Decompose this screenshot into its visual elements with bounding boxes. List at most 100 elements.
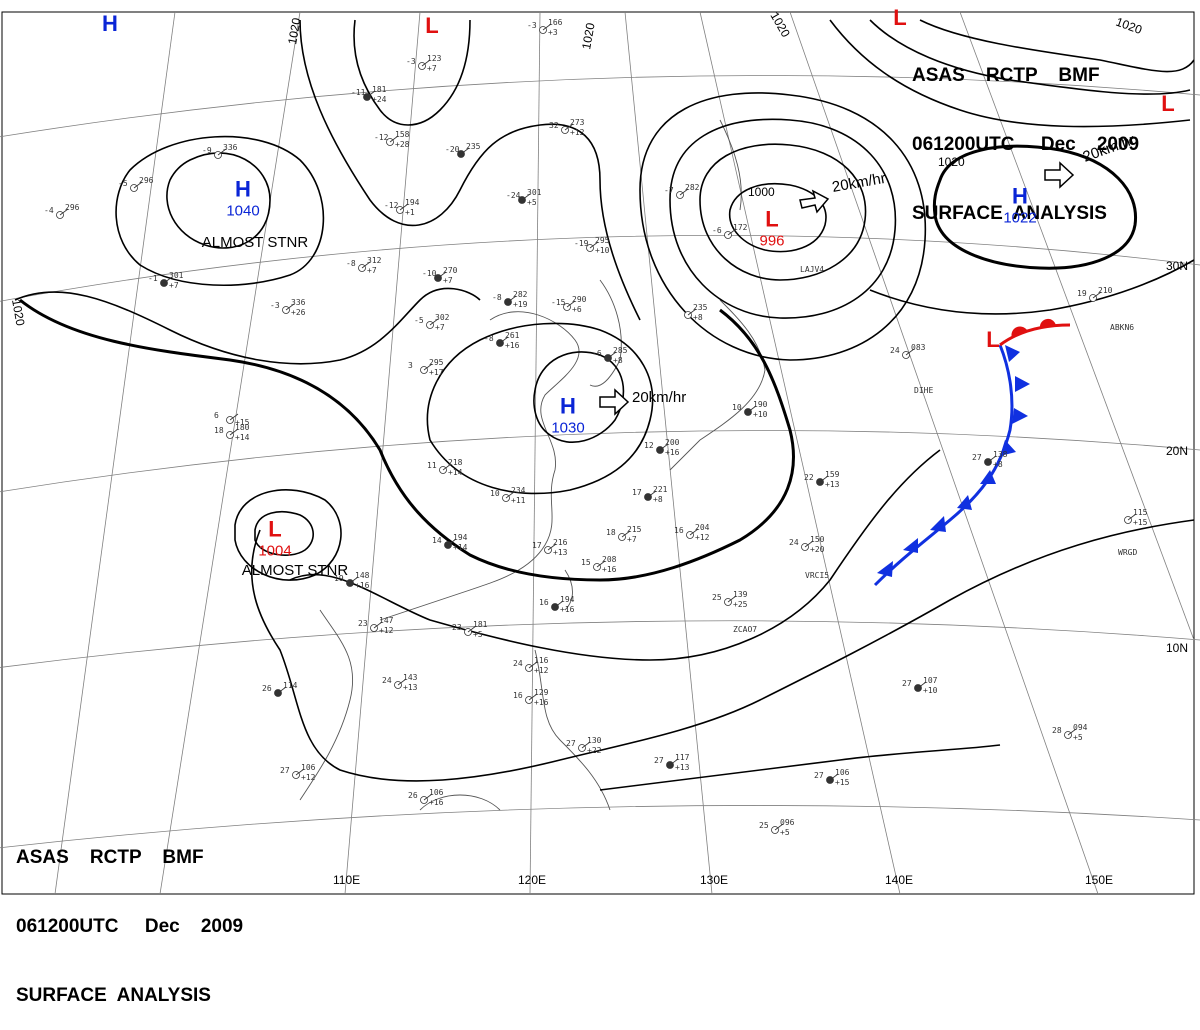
station-plot: 24 143+13 bbox=[382, 673, 418, 692]
warm-front-bump bbox=[1039, 318, 1056, 328]
station-tendency: +25 bbox=[733, 600, 748, 609]
station-plot: 15 208+16 bbox=[581, 555, 617, 574]
station-temperature: 27 bbox=[654, 756, 664, 765]
pressure-value: 1030 bbox=[551, 419, 585, 437]
station-tendency: +26 bbox=[291, 308, 306, 317]
station-temperature: 16 bbox=[674, 526, 684, 535]
station-plot: -15 290+6 bbox=[551, 295, 587, 314]
station-temperature: 23 bbox=[452, 623, 462, 632]
station-temperature: 28 bbox=[1052, 726, 1062, 735]
low-pressure-center: L bbox=[425, 13, 438, 39]
wind-barb bbox=[528, 693, 538, 701]
station-plot: 12 200+16 bbox=[644, 438, 680, 457]
station-tendency: +16 bbox=[534, 698, 549, 707]
station-tendency: +15 bbox=[1133, 518, 1148, 527]
wind-barb bbox=[804, 540, 814, 548]
isobars bbox=[14, 19, 1195, 791]
motion-label: 20km/hr bbox=[632, 389, 686, 406]
wind-barb bbox=[373, 621, 383, 629]
low-symbol: L bbox=[986, 327, 1000, 352]
station-pressure: 147 bbox=[379, 616, 394, 625]
station-pressure: 208 bbox=[602, 555, 617, 564]
front-barb bbox=[1005, 345, 1020, 362]
station-plot: 23 181+5 bbox=[452, 620, 488, 639]
station-plot: 17 216+13 bbox=[532, 538, 568, 557]
longitude-lines bbox=[54, 11, 1195, 895]
longitude-label: 130E bbox=[700, 873, 728, 887]
station-tendency: +7 bbox=[435, 323, 445, 332]
station-plot: 24 083 bbox=[890, 343, 926, 359]
isobar-1016-south bbox=[289, 449, 941, 661]
cold-front bbox=[873, 318, 1071, 587]
front-barb bbox=[877, 561, 893, 577]
station-pressure: 181 bbox=[372, 85, 387, 94]
meridian-100e bbox=[159, 11, 301, 895]
wind-barb bbox=[727, 228, 737, 236]
station-plot: -5 296 bbox=[118, 176, 154, 192]
station-pressure: 130 bbox=[587, 736, 602, 745]
isobar-label: 1020 bbox=[767, 10, 793, 40]
station-id: WRGD bbox=[1118, 548, 1137, 557]
station-pressure: 106 bbox=[301, 763, 316, 772]
station-temperature: 6 bbox=[214, 411, 219, 420]
surface-analysis-map: 1020 1020 1020 1020 1000 1020 1020 20km/… bbox=[0, 10, 1200, 895]
wind-barb bbox=[987, 455, 997, 463]
station-pressure: 295 bbox=[595, 236, 610, 245]
station-pressure: 194 bbox=[405, 198, 420, 207]
station-tendency: +12 bbox=[534, 666, 549, 675]
latitude-label: 30N bbox=[1166, 259, 1188, 273]
station-plot: -3 123+7 bbox=[406, 54, 442, 73]
station-temperature: 19 bbox=[334, 574, 344, 583]
low-symbol: L bbox=[425, 13, 439, 38]
isobar-1004-low bbox=[699, 143, 867, 281]
station-tendency: +17 bbox=[429, 368, 444, 377]
station-temperature: -24 bbox=[506, 191, 521, 200]
longitude-label: 150E bbox=[1085, 873, 1113, 887]
meridian-120e bbox=[529, 11, 541, 895]
coastline-taiwan bbox=[564, 569, 573, 611]
isobar-1036-ring bbox=[115, 135, 325, 287]
wind-barb bbox=[505, 491, 515, 499]
front-barb bbox=[980, 470, 996, 484]
latitude-line-0 bbox=[0, 805, 1200, 849]
station-temperature: 26 bbox=[262, 684, 272, 693]
station-tendency: +15 bbox=[835, 778, 850, 787]
station-temperature: 27 bbox=[972, 453, 982, 462]
latitude-line-10n bbox=[0, 620, 1200, 668]
wind-barb bbox=[423, 363, 433, 371]
wind-barb bbox=[689, 528, 699, 536]
station-temperature: 24 bbox=[789, 538, 799, 547]
meridian-130e bbox=[624, 11, 713, 895]
station-pressure: 273 bbox=[570, 118, 585, 127]
coastline-borneo bbox=[419, 794, 501, 811]
isobar-1004-closed bbox=[254, 511, 314, 556]
wind-barb bbox=[423, 793, 433, 801]
station-pressure: 221 bbox=[653, 485, 668, 494]
wind-barb bbox=[399, 203, 409, 211]
isobar-1020-main bbox=[19, 298, 795, 582]
wind-barb bbox=[727, 595, 737, 603]
isobar-1022-high bbox=[932, 144, 1138, 270]
station-temperature: -11 bbox=[351, 88, 366, 97]
isobar-outer-west bbox=[14, 287, 481, 365]
high-pressure-center: H 1030 bbox=[551, 394, 584, 437]
station-plot: -8 261+16 bbox=[484, 331, 520, 350]
station-temperature: 25 bbox=[712, 593, 722, 602]
wind-barb bbox=[59, 208, 69, 216]
station-plot: 16 204+12 bbox=[674, 523, 710, 542]
wind-barb bbox=[774, 823, 784, 831]
station-pressure: 336 bbox=[223, 143, 238, 152]
station-tendency: +5 bbox=[1073, 733, 1083, 742]
station-tendency: +10 bbox=[595, 246, 610, 255]
wind-barb bbox=[366, 90, 376, 98]
front-barb bbox=[1000, 440, 1016, 456]
station-tendency: +7 bbox=[169, 281, 179, 290]
isobar-label: 1020 bbox=[9, 298, 27, 327]
wind-barb bbox=[905, 348, 915, 356]
station-temperature: 12 bbox=[644, 441, 654, 450]
isobar-1024-china bbox=[426, 322, 654, 495]
station-temperature: -9 bbox=[202, 146, 212, 155]
station-plot: -4 296 bbox=[44, 203, 80, 219]
station-pressure: 290 bbox=[572, 295, 587, 304]
footer-center-line: ASAS RCTP BMF bbox=[16, 847, 204, 868]
